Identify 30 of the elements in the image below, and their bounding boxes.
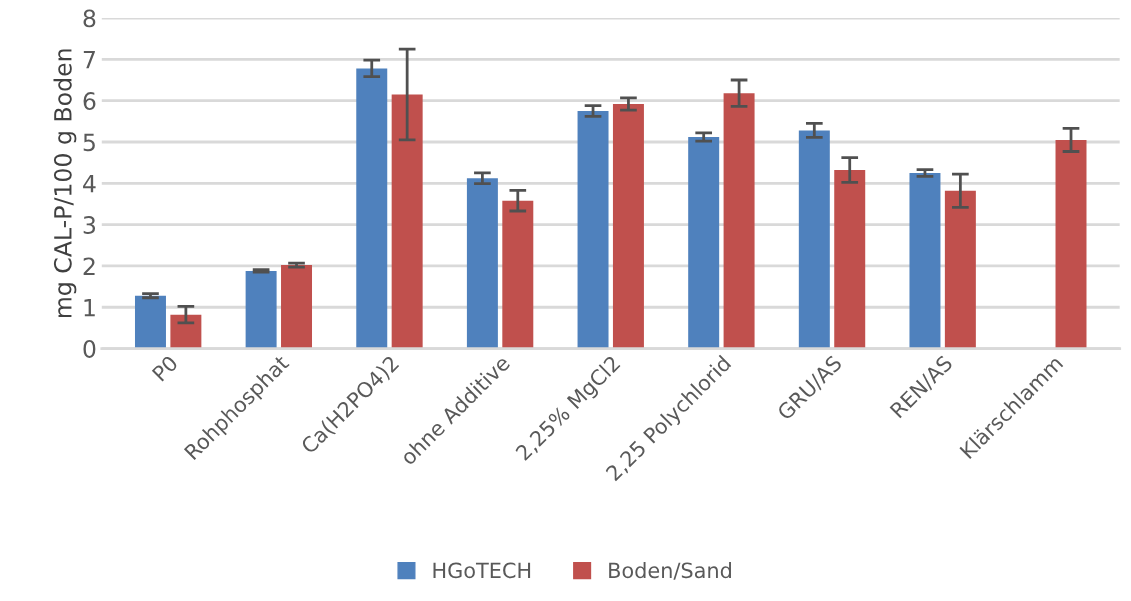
bar [356, 68, 388, 349]
bar [723, 93, 755, 349]
legend-label: HGoTECH [433, 562, 531, 579]
bar [834, 170, 866, 349]
bar [688, 137, 720, 349]
y-tick-label: 0 [83, 340, 96, 358]
bar [577, 111, 609, 349]
bar [909, 172, 941, 349]
bar [391, 94, 423, 349]
bar [281, 265, 313, 349]
y-tick-label: 3 [83, 216, 96, 234]
legend-label: Boden/Sand [609, 562, 731, 580]
bar [134, 295, 166, 349]
bar [502, 200, 534, 349]
y-tick-label: 7 [83, 51, 95, 69]
y-tick-label: 5 [83, 133, 95, 152]
bar [612, 103, 644, 349]
y-tick-label: 6 [83, 92, 96, 110]
bar [1055, 139, 1087, 349]
bar [798, 130, 830, 349]
bar [466, 178, 498, 349]
bar [944, 190, 976, 349]
y-tick-label: 1 [84, 299, 95, 317]
x-tick-label: P0 [151, 354, 179, 382]
y-tick-label: 4 [83, 175, 96, 193]
bar [245, 270, 277, 349]
y-axis-title: mg CAL-P/100 g Boden [53, 49, 77, 318]
y-tick-label: 8 [83, 9, 96, 28]
y-tick-label: 2 [83, 257, 95, 275]
bar [170, 314, 202, 349]
